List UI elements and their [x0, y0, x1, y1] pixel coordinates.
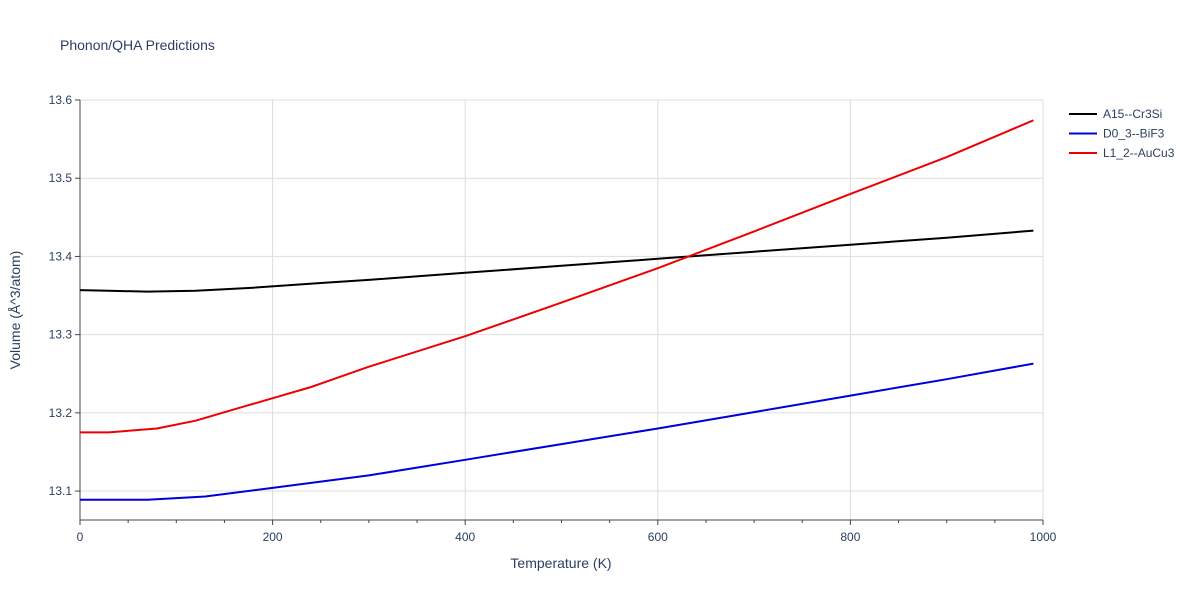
x-tick-label: 600: [648, 530, 668, 544]
y-tick-label: 13.3: [49, 328, 73, 342]
series-line-a15-cr3si[interactable]: [79, 229, 1034, 293]
y-tick-labels: 13.1 13.2 13.3 13.4 13.5 13.6: [49, 93, 73, 498]
legend-item[interactable]: A15--Cr3Si: [1069, 107, 1162, 121]
series-line-d0-3-bif3[interactable]: [80, 362, 1034, 501]
chart-title: Phonon/QHA Predictions: [60, 37, 215, 53]
y-tick-label: 13.1: [49, 484, 73, 498]
legend[interactable]: A15--Cr3Si D0_3--BiF3 L1_2--AuCu3: [1069, 107, 1175, 160]
series-lines: [79, 119, 1034, 501]
y-tick-label: 13.4: [49, 249, 73, 263]
series-line-l1-2-aucu3[interactable]: [80, 119, 1034, 434]
y-tick-label: 13.6: [49, 93, 73, 107]
x-tick-label: 200: [263, 530, 283, 544]
y-tick-label: 13.2: [49, 406, 73, 420]
axes: [75, 99, 1044, 525]
x-tick-label: 0: [77, 530, 84, 544]
legend-label: L1_2--AuCu3: [1103, 146, 1175, 160]
x-tick-label: 1000: [1030, 530, 1057, 544]
legend-label: D0_3--BiF3: [1103, 127, 1165, 141]
y-axis-title: Volume (Å^3/atom): [7, 251, 23, 370]
x-tick-labels: 0 200 400 600 800 1000: [77, 530, 1057, 544]
legend-label: A15--Cr3Si: [1103, 107, 1162, 121]
x-gridlines: [272, 100, 1044, 520]
x-tick-label: 800: [840, 530, 860, 544]
legend-item[interactable]: L1_2--AuCu3: [1069, 146, 1175, 160]
legend-item[interactable]: D0_3--BiF3: [1069, 127, 1165, 141]
x-tick-label: 400: [455, 530, 475, 544]
y-tick-label: 13.5: [49, 171, 73, 185]
x-axis-title: Temperature (K): [510, 555, 611, 571]
